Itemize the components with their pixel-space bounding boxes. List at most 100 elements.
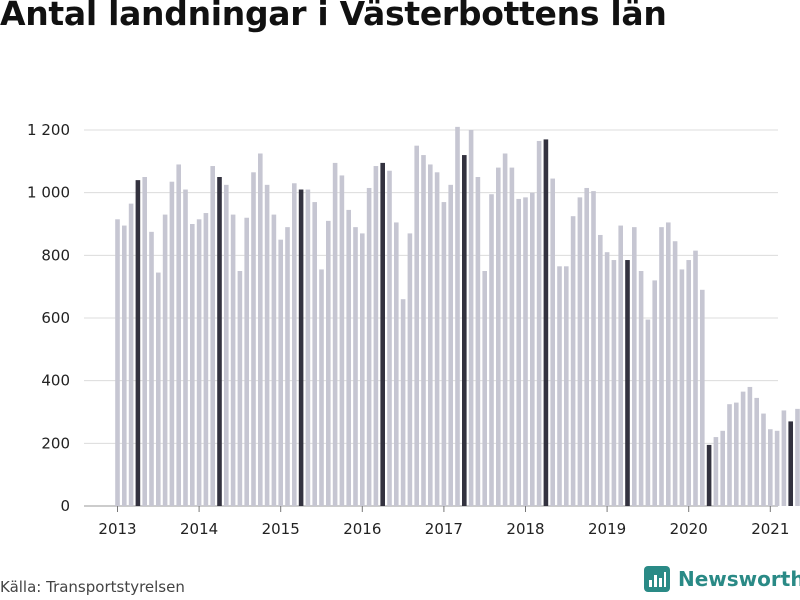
x-tick-label: 2017: [425, 520, 463, 538]
bar: [618, 225, 623, 507]
bar: [536, 140, 542, 506]
bar-april: [217, 177, 222, 506]
bar: [652, 280, 657, 506]
bar: [414, 145, 419, 506]
bar: [203, 213, 209, 507]
bar: [224, 184, 229, 507]
bar: [591, 191, 596, 506]
y-tick-label: 1 000: [27, 184, 70, 202]
bar: [448, 184, 453, 507]
bar: [210, 166, 215, 507]
bar: [509, 167, 515, 506]
bar: [326, 220, 331, 506]
bar: [516, 198, 521, 506]
bar: [761, 413, 766, 506]
bar: [149, 231, 154, 507]
bar: [727, 404, 732, 506]
x-tick-label: 2014: [180, 520, 218, 538]
bar: [489, 194, 494, 506]
chart-title: Antal landningar i Västerbottens län: [0, 0, 667, 33]
bar-april: [706, 444, 712, 506]
x-tick-label: 2015: [262, 520, 300, 538]
y-axis-labels: 0 200 400 600 800 1 000 1 200: [27, 121, 70, 515]
bar: [632, 227, 637, 506]
bar: [285, 227, 290, 506]
bar: [774, 430, 780, 506]
y-tick-label: 200: [41, 434, 70, 452]
bar: [278, 239, 283, 506]
x-tick-label: 2013: [98, 520, 136, 538]
bar: [550, 178, 555, 507]
bar: [244, 217, 249, 506]
bar: [659, 227, 664, 506]
bar: [482, 271, 487, 506]
bar: [407, 233, 413, 506]
bar-april: [788, 421, 793, 506]
bar: [176, 164, 181, 506]
bar-april: [543, 139, 549, 506]
bar: [747, 386, 753, 506]
bar: [611, 260, 617, 506]
bar: [142, 177, 147, 506]
bar: [190, 224, 195, 506]
x-tick-label: 2016: [343, 520, 381, 538]
bar: [421, 155, 426, 507]
bar: [156, 272, 161, 506]
bar: [638, 271, 644, 506]
bar: [502, 153, 508, 506]
source-note: Källa: Transportstyrelsen: [0, 578, 185, 596]
bar: [353, 227, 358, 506]
bar: [781, 410, 787, 506]
bar: [122, 225, 127, 507]
bar: [530, 192, 535, 506]
bar: [468, 130, 474, 506]
bar: [557, 266, 562, 506]
brand-logo[interactable]: Newsworthy: [644, 566, 800, 592]
bar: [672, 241, 678, 506]
bar: [115, 219, 120, 507]
bar: [319, 269, 324, 506]
bar-april: [135, 180, 141, 506]
bar: [162, 214, 168, 506]
bar: [360, 233, 365, 506]
bar: [740, 391, 746, 506]
bar-april: [462, 155, 467, 507]
x-tick-label: 2020: [670, 520, 708, 538]
bar: [795, 408, 800, 506]
bar: [332, 162, 338, 506]
bar: [271, 214, 277, 506]
bar: [264, 184, 270, 507]
bar: [645, 319, 651, 506]
bar: [237, 271, 243, 506]
bar: [230, 214, 236, 506]
x-axis: 2013201420152016201720182019202020212022: [98, 506, 789, 538]
bar: [496, 167, 501, 506]
bar: [387, 170, 392, 506]
bar: [598, 234, 603, 506]
bar: [312, 202, 317, 507]
bar: [394, 222, 399, 506]
bar: [768, 429, 773, 506]
brand-name: Newsworthy: [678, 567, 800, 591]
bar: [604, 252, 610, 506]
bar: [523, 197, 528, 506]
bar: [258, 153, 263, 506]
bar: [373, 166, 379, 507]
y-tick-label: 800: [41, 246, 70, 264]
bar: [346, 209, 351, 506]
y-tick-label: 1 200: [27, 121, 70, 139]
x-tick-label: 2018: [506, 520, 544, 538]
bar: [196, 219, 202, 507]
bar: [666, 222, 671, 506]
bar: [734, 402, 739, 506]
bar: [577, 197, 583, 506]
bar: [292, 183, 297, 506]
bar: [169, 181, 175, 506]
bar: [700, 289, 705, 506]
bar: [339, 175, 345, 506]
bar-april: [298, 189, 304, 507]
bar: [251, 172, 256, 507]
bar: [428, 164, 433, 506]
bar: [366, 187, 372, 506]
